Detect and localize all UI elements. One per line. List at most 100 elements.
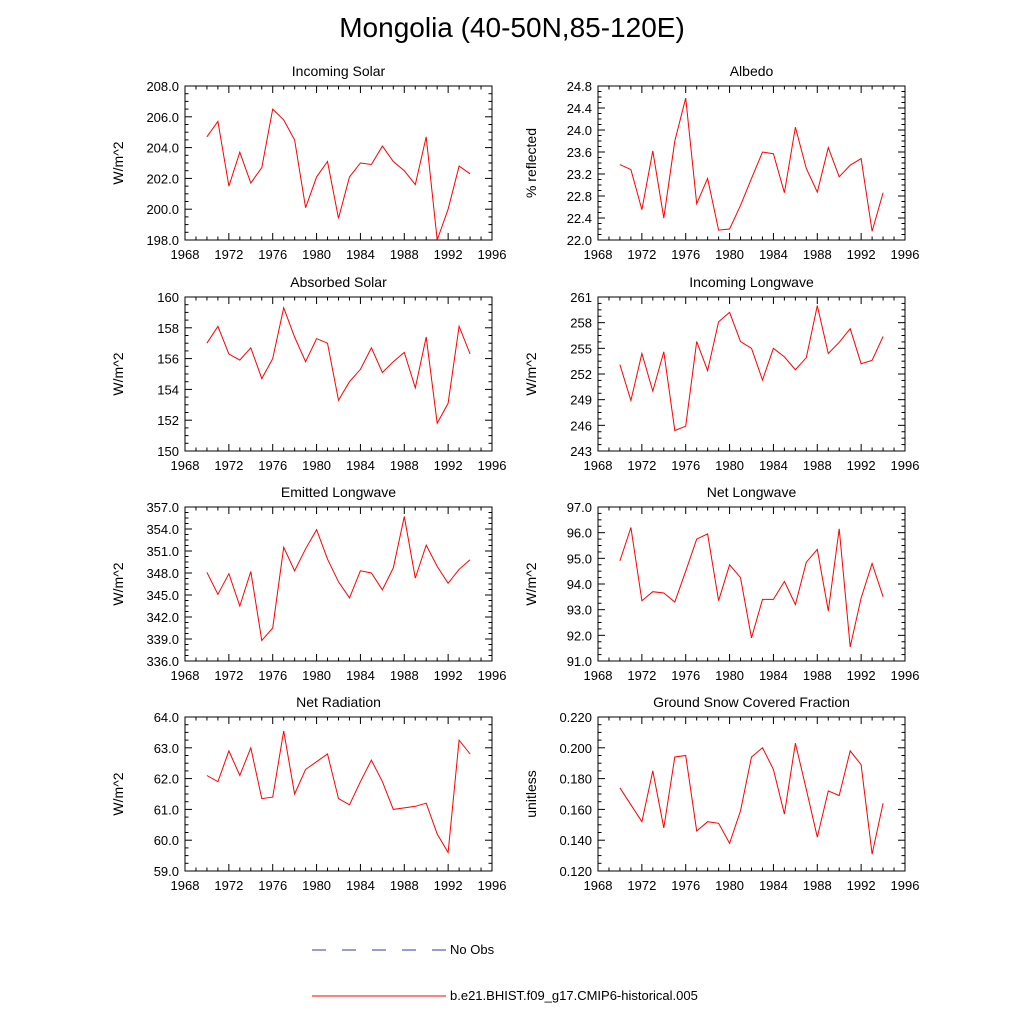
y-tick-label: 204.0 [146,141,179,156]
x-tick-label: 1996 [891,247,920,262]
panel-title-emitted-longwave: Emitted Longwave [281,484,396,500]
x-tick-label: 1988 [390,247,419,262]
y-axis-label-ground-snow-covered-fraction: unitless [523,770,539,817]
x-tick-label: 1968 [584,458,613,473]
x-tick-label: 1988 [803,878,832,893]
series-line-net-longwave [619,527,884,648]
y-axis-label-incoming-solar: W/m^2 [110,141,126,184]
y-tick-label: 0.180 [559,772,592,787]
series-line-incoming-longwave [619,305,884,432]
x-tick-label: 1992 [847,247,876,262]
series-line-emitted-longwave [206,516,471,642]
x-tick-label: 1976 [671,458,700,473]
y-tick-label: 96.0 [567,526,592,541]
plot-frame-ground-snow-covered-fraction [597,716,906,872]
x-tick-label: 1988 [390,668,419,683]
x-tick-label: 1972 [627,247,656,262]
x-tick-label: 1996 [891,458,920,473]
x-tick-label: 1972 [214,247,243,262]
y-tick-label: 0.220 [559,710,592,725]
x-tick-label: 1992 [434,247,463,262]
y-tick-label: 22.8 [567,189,592,204]
x-tick-label: 1988 [390,878,419,893]
x-tick-label: 1968 [171,878,200,893]
x-tick-label: 1984 [346,668,375,683]
y-tick-label: 246 [570,418,592,433]
y-tick-label: 94.0 [567,577,592,592]
y-tick-label: 0.140 [559,833,592,848]
y-tick-label: 339.0 [146,632,179,647]
y-tick-label: 23.6 [567,145,592,160]
y-tick-label: 22.4 [567,211,592,226]
panel-title-ground-snow-covered-fraction: Ground Snow Covered Fraction [653,694,850,710]
plot-frame-incoming-longwave [597,296,906,452]
x-tick-label: 1972 [214,458,243,473]
y-tick-label: 156 [157,352,179,367]
x-tick-label: 1980 [715,247,744,262]
y-tick-label: 61.0 [154,802,179,817]
y-axis-label-net-longwave: W/m^2 [523,562,539,605]
y-tick-label: 357.0 [146,500,179,515]
y-tick-label: 0.120 [559,864,592,879]
y-tick-label: 62.0 [154,772,179,787]
y-tick-label: 206.0 [146,110,179,125]
x-tick-label: 1992 [847,458,876,473]
y-tick-label: 342.0 [146,610,179,625]
y-tick-label: 261 [570,290,592,305]
y-axis-label-albedo: % reflected [523,128,539,198]
y-tick-label: 63.0 [154,741,179,756]
x-tick-label: 1980 [302,247,331,262]
x-tick-label: 1984 [759,668,788,683]
x-tick-label: 1996 [478,458,507,473]
y-tick-label: 158 [157,321,179,336]
y-tick-label: 255 [570,341,592,356]
x-tick-label: 1996 [478,878,507,893]
x-tick-label: 1968 [171,668,200,683]
y-tick-label: 60.0 [154,833,179,848]
y-tick-label: 23.2 [567,167,592,182]
x-tick-label: 1980 [302,458,331,473]
x-tick-label: 1984 [759,458,788,473]
y-tick-label: 351.0 [146,544,179,559]
y-tick-label: 0.200 [559,741,592,756]
y-axis-label-absorbed-solar: W/m^2 [110,352,126,395]
x-tick-label: 1972 [214,668,243,683]
plot-frame-albedo [597,85,906,241]
series-line-absorbed-solar [206,306,471,425]
plot-frame-absorbed-solar [184,296,493,452]
x-tick-label: 1984 [346,247,375,262]
x-tick-label: 1984 [346,458,375,473]
x-tick-label: 1980 [715,878,744,893]
x-tick-label: 1972 [214,878,243,893]
y-axis-label-emitted-longwave: W/m^2 [110,562,126,605]
y-tick-label: 200.0 [146,202,179,217]
y-tick-label: 150 [157,444,179,459]
y-tick-label: 64.0 [154,710,179,725]
y-tick-label: 152 [157,413,179,428]
x-tick-label: 1972 [627,878,656,893]
y-tick-label: 92.0 [567,628,592,643]
x-tick-label: 1976 [258,668,287,683]
x-tick-label: 1976 [258,878,287,893]
y-tick-label: 0.160 [559,802,592,817]
y-tick-label: 93.0 [567,603,592,618]
x-tick-label: 1976 [671,247,700,262]
series-line-incoming-solar [206,108,471,241]
x-tick-label: 1972 [627,458,656,473]
x-tick-label: 1996 [478,668,507,683]
y-tick-label: 154 [157,382,179,397]
y-tick-label: 249 [570,393,592,408]
x-tick-label: 1980 [715,458,744,473]
y-tick-label: 252 [570,367,592,382]
panel-title-albedo: Albedo [730,63,774,79]
x-tick-label: 1976 [671,668,700,683]
figure-title: Mongolia (40-50N,85-120E) [339,12,685,43]
y-tick-label: 345.0 [146,588,179,603]
y-tick-label: 243 [570,444,592,459]
x-tick-label: 1976 [671,878,700,893]
y-tick-label: 354.0 [146,522,179,537]
x-tick-label: 1968 [171,458,200,473]
y-tick-label: 24.4 [567,101,592,116]
x-tick-label: 1988 [390,458,419,473]
